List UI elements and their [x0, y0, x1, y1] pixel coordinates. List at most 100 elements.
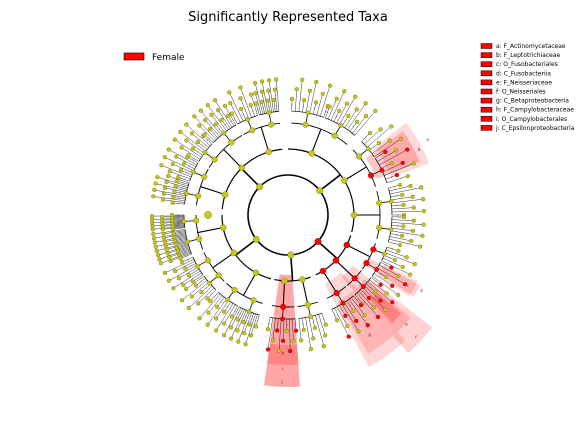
highlighted-node — [358, 303, 364, 308]
tree-edge — [172, 163, 193, 174]
tree-node — [207, 280, 212, 286]
tree-node — [249, 92, 254, 97]
tree-edge — [215, 300, 229, 319]
tree-edge — [176, 156, 196, 168]
tree-edge — [315, 315, 325, 347]
tree-node — [248, 333, 254, 338]
tree-arc — [200, 281, 202, 283]
tree-edge — [185, 275, 204, 290]
tree-node — [259, 99, 265, 105]
tree-node — [166, 278, 172, 283]
tree-node — [155, 175, 160, 180]
tree-node — [419, 185, 424, 190]
tree-edge — [153, 232, 186, 239]
tree-node — [195, 192, 202, 199]
tree-node — [323, 322, 328, 327]
tree-node — [196, 301, 201, 306]
tree-node — [184, 138, 189, 143]
tree-node — [186, 273, 192, 278]
tree-arc — [323, 318, 325, 320]
tree-edge — [178, 267, 199, 279]
tree-node — [227, 90, 232, 95]
taxa-legend-label: f: O_Neisseriales — [496, 89, 546, 96]
tree-node — [222, 332, 227, 338]
class-legend: Female — [123, 52, 185, 63]
tree-edge — [391, 199, 424, 204]
tree-node — [198, 108, 203, 113]
tree-node — [404, 255, 409, 260]
tree-node — [353, 94, 358, 99]
tree-node — [190, 169, 196, 175]
tree-edge — [341, 303, 359, 332]
tree-node — [331, 132, 338, 139]
highlighted-node — [332, 257, 340, 264]
tree-edge — [282, 318, 285, 341]
tree-arc — [218, 128, 221, 130]
taxa-legend-swatch — [480, 70, 493, 77]
tree-node — [389, 124, 394, 129]
tree-node — [400, 264, 405, 270]
tree-node — [171, 195, 176, 200]
highlighted-node — [368, 172, 375, 179]
tree-edge — [260, 126, 270, 153]
highlighted-node — [400, 160, 405, 165]
tree-arc — [230, 120, 232, 122]
tree-node — [174, 154, 179, 159]
tree-edge — [298, 79, 303, 112]
tree-node — [181, 218, 187, 224]
tree-node — [181, 282, 186, 288]
tree-node — [179, 260, 185, 265]
tree-node — [158, 261, 163, 266]
tree-edge — [367, 281, 393, 303]
tree-arc — [385, 165, 387, 167]
tree-node — [253, 91, 258, 96]
tree-node — [299, 276, 306, 283]
tree-node — [253, 101, 259, 106]
tree-node — [242, 331, 247, 336]
tree-edge — [160, 251, 191, 264]
tree-edge — [199, 125, 215, 142]
tree-edge — [197, 227, 224, 234]
tree-edge — [282, 280, 286, 307]
tree-edge — [356, 292, 379, 318]
tree-edge — [207, 105, 227, 132]
tree-edge — [164, 259, 195, 274]
tree-edge — [152, 220, 185, 223]
tree-node — [363, 101, 368, 106]
tree-node — [299, 338, 304, 343]
tree-edge — [381, 260, 411, 275]
tree-node — [173, 269, 178, 274]
tree-edge — [391, 227, 414, 232]
highlighted-node — [293, 328, 299, 333]
tree-edge — [224, 105, 237, 126]
tree-edge — [152, 225, 185, 230]
tree-edge — [362, 287, 386, 310]
tree-edge — [389, 185, 411, 192]
tree-edge — [274, 89, 278, 112]
tree-node — [300, 77, 305, 82]
highlighted-node — [361, 284, 366, 289]
tree-edge — [391, 210, 424, 213]
tree-arc — [388, 256, 390, 259]
tree-edge — [157, 176, 189, 187]
class-legend-swatch — [123, 52, 145, 61]
tree-edge — [188, 285, 213, 309]
tree-node — [225, 297, 231, 303]
tree-node — [222, 191, 229, 198]
tree-edge — [250, 94, 258, 116]
tree-edge — [344, 109, 357, 128]
tree-node — [183, 286, 189, 292]
tree-edge — [374, 138, 401, 158]
tree-arc — [201, 145, 204, 147]
tree-node — [405, 173, 410, 179]
tree-node — [179, 145, 184, 150]
tree-node — [229, 111, 234, 116]
tree-node — [236, 339, 241, 344]
tree-node — [229, 314, 234, 319]
tree-arc — [208, 134, 243, 168]
tree-node — [302, 121, 309, 128]
tree-arc — [205, 287, 207, 289]
tree-node — [161, 231, 166, 236]
tree-node — [212, 98, 218, 103]
tree-node — [203, 117, 208, 123]
